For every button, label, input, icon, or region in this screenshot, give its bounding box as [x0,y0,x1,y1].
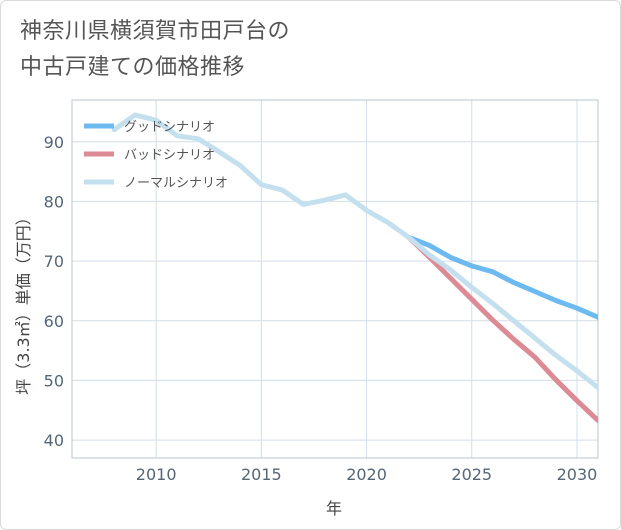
y-tick-label: 70 [44,252,64,271]
series-line-good [406,234,598,320]
legend-label: バッドシナリオ [124,148,215,163]
x-tick-label: 2030 [557,465,598,484]
plot-area-border [71,99,599,459]
grid-lines [72,100,598,458]
legend-label: グッドシナリオ [124,120,215,135]
y-tick-label: 80 [44,192,64,211]
x-axis-title: 年 [326,499,342,518]
x-tick-label: 2020 [346,465,387,484]
x-tick-label: 2010 [136,465,177,484]
chart-title: 神奈川県横須賀市田戸台の 中古戸建ての価格推移 [20,14,290,86]
y-axis-ticks: 40 50 60 70 80 90 [44,133,64,450]
series-lines [111,112,598,423]
legend-label: ノーマルシナリオ [124,176,228,191]
chart-title-line-2: 中古戸建ての価格推移 [20,55,246,80]
series-line-normal [111,112,598,391]
x-axis-ticks: 2010 2015 2020 2025 2030 [136,465,598,484]
x-tick-label: 2015 [241,465,282,484]
x-tick-label: 2025 [451,465,492,484]
y-tick-label: 60 [44,312,64,331]
chart-title-line-1: 神奈川県横須賀市田戸台の [20,19,291,44]
y-axis-title: 坪（3.3㎡）単価（万円） [14,209,33,394]
series-line-bad [406,234,598,423]
y-tick-label: 40 [44,431,64,450]
y-tick-label: 90 [44,133,64,152]
y-tick-label: 50 [44,371,64,390]
